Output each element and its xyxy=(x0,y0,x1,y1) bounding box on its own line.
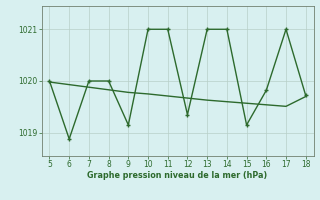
X-axis label: Graphe pression niveau de la mer (hPa): Graphe pression niveau de la mer (hPa) xyxy=(87,171,268,180)
